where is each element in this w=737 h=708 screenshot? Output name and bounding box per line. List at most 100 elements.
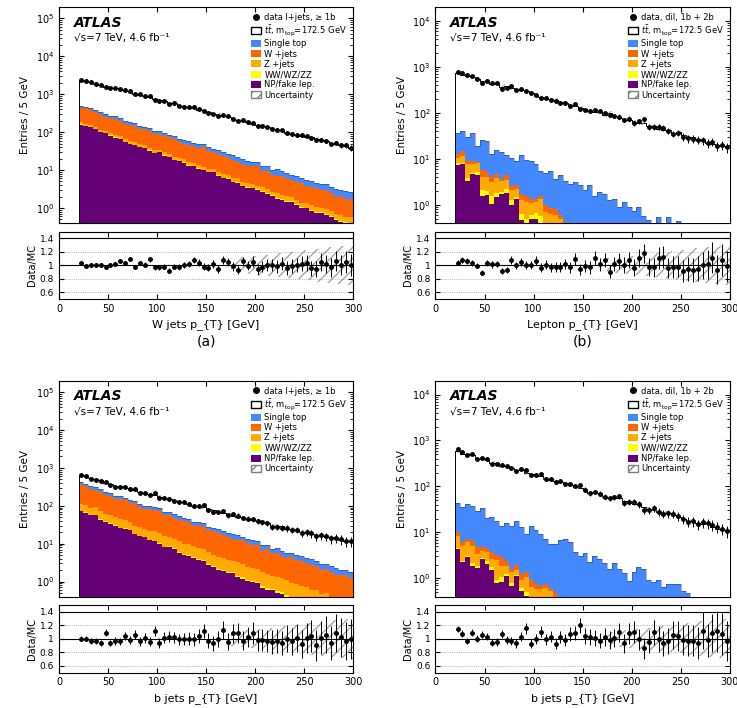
Bar (314, 137, 319, 140)
Bar (578, 106, 582, 110)
Bar (514, 470, 519, 521)
Bar (680, 703, 685, 708)
Bar (294, 204, 299, 205)
Bar (646, 219, 652, 259)
Bar (641, 651, 646, 663)
Bar (691, 675, 695, 689)
Bar (514, 576, 519, 708)
Bar (695, 523, 700, 600)
Bar (695, 295, 700, 307)
Bar (455, 532, 460, 537)
Bar (558, 481, 563, 540)
Bar (539, 98, 543, 171)
Bar (299, 556, 304, 561)
Bar (514, 88, 519, 91)
Bar (676, 624, 680, 653)
Bar (201, 109, 206, 113)
Bar (465, 74, 469, 78)
Bar (573, 182, 578, 228)
Bar (235, 183, 240, 708)
Bar (304, 137, 309, 180)
Bar (270, 553, 275, 576)
Bar (480, 195, 484, 708)
Bar (319, 212, 324, 214)
Bar (177, 520, 181, 542)
Bar (118, 139, 122, 708)
Bar (137, 147, 142, 708)
Bar (489, 84, 495, 154)
Bar (597, 613, 602, 616)
Bar (539, 196, 543, 199)
Bar (137, 129, 142, 144)
Bar (626, 120, 632, 207)
Bar (334, 569, 338, 575)
Bar (637, 667, 641, 708)
Bar (275, 627, 279, 651)
Bar (563, 615, 567, 629)
Bar (622, 256, 626, 260)
Bar (338, 246, 343, 285)
Bar (578, 489, 582, 556)
Bar (338, 576, 343, 601)
Bar (612, 261, 617, 275)
Bar (329, 597, 334, 612)
Bar (543, 477, 548, 481)
Bar (553, 622, 558, 708)
Bar (460, 156, 465, 163)
Bar (676, 221, 680, 284)
Bar (504, 576, 509, 708)
Bar (348, 224, 353, 708)
Bar (186, 144, 192, 162)
Bar (539, 171, 543, 196)
Bar (622, 635, 626, 654)
Bar (201, 171, 206, 708)
Bar (294, 601, 299, 708)
Bar (329, 143, 334, 187)
Bar (221, 559, 226, 571)
Bar (245, 580, 250, 581)
Bar (265, 125, 270, 128)
Bar (666, 513, 671, 584)
Bar (324, 593, 329, 610)
Bar (181, 520, 186, 544)
Bar (695, 249, 700, 282)
Bar (206, 151, 211, 169)
Bar (216, 150, 221, 154)
Bar (216, 556, 221, 569)
Bar (177, 104, 181, 108)
Bar (128, 142, 133, 144)
Bar (465, 455, 469, 504)
Bar (685, 338, 691, 708)
Bar (157, 134, 162, 149)
Bar (480, 558, 484, 559)
Bar (724, 248, 730, 307)
Bar (172, 500, 177, 503)
Bar (334, 618, 338, 708)
Bar (260, 571, 265, 586)
Bar (255, 162, 260, 166)
Bar (338, 620, 343, 658)
Bar (113, 88, 118, 116)
Y-axis label: Data/MC: Data/MC (403, 618, 413, 660)
Bar (652, 627, 656, 651)
Bar (514, 185, 519, 189)
Bar (324, 190, 329, 210)
Bar (152, 134, 157, 150)
Bar (79, 125, 83, 708)
Bar (304, 185, 309, 203)
Bar (543, 479, 548, 539)
Bar (196, 148, 201, 165)
Bar (147, 494, 152, 506)
Bar (98, 489, 103, 492)
Bar (652, 650, 656, 655)
Bar (235, 632, 240, 646)
Bar (641, 628, 646, 649)
Bar (558, 622, 563, 628)
Bar (465, 181, 469, 708)
Bar (255, 582, 260, 583)
Bar (192, 504, 196, 508)
Bar (255, 190, 260, 708)
Bar (671, 584, 676, 663)
Bar (211, 510, 216, 527)
Bar (319, 569, 324, 593)
